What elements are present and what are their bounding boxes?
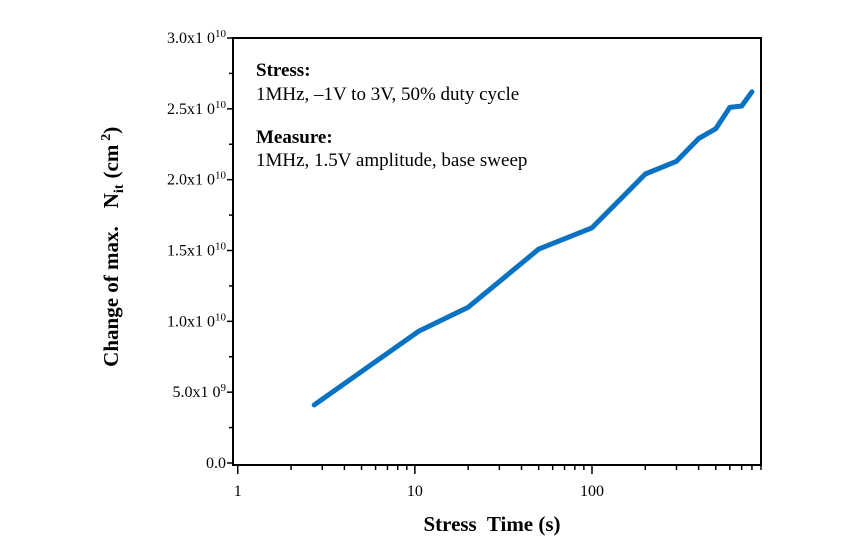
y-tick-label: 2.5x1 010 xyxy=(167,99,227,118)
annotation-measure-text: 1MHz, 1.5V amplitude, base sweep xyxy=(256,150,527,171)
y-tick-label: 1.0x1 010 xyxy=(167,311,227,330)
y-axis-label-symbol: N xyxy=(99,193,123,208)
y-tick-mantissa: 5.0x1 0 xyxy=(173,384,221,401)
y-tick-label: 3.0x1 010 xyxy=(167,28,227,47)
y-axis-label-prefix: Change of max. xyxy=(99,226,123,367)
y-tick-exponent: 9 xyxy=(221,382,227,394)
y-tick-exponent: 10 xyxy=(215,311,227,323)
annotation-measure-title: Measure: xyxy=(256,127,333,148)
y-tick-label: 2.0x1 010 xyxy=(167,170,227,189)
annotation-stress-text: 1MHz, –1V to 3V, 50% duty cycle xyxy=(256,84,519,105)
y-tick-label: 1.5x1 010 xyxy=(167,241,227,260)
y-axis-label-unit-close: ) xyxy=(99,127,123,134)
y-tick-exponent: 10 xyxy=(215,170,227,182)
plot-frame xyxy=(232,37,762,466)
x-tick-label: 100 xyxy=(580,483,604,500)
series xyxy=(311,89,755,408)
y-tick-mantissa: 2.0x1 0 xyxy=(167,172,215,189)
svg-text:Change of max.Nit(cm2): Change of max. Nit (cm 2) xyxy=(99,100,127,403)
y-tick-mantissa: 0.0 xyxy=(206,455,226,472)
y-tick-mantissa: 2.5x1 0 xyxy=(167,101,215,118)
axes xyxy=(232,37,762,466)
y-axis-label-unit-sup: 2 xyxy=(99,134,114,141)
y-tick-exponent: 10 xyxy=(215,99,227,111)
y-tick-mantissa: 1.0x1 0 xyxy=(167,313,215,330)
series-line xyxy=(311,89,755,408)
y-tick-mantissa: 3.0x1 0 xyxy=(167,30,215,47)
y-tick-mantissa: 1.5x1 0 xyxy=(167,243,215,260)
y-tick-label: 5.0x1 09 xyxy=(173,382,227,401)
y-tick-label: 0.0 xyxy=(206,455,226,472)
x-axis-label: Stress Time (s) xyxy=(423,512,560,536)
y-tick-exponent: 10 xyxy=(215,241,227,253)
y-tick-exponent: 10 xyxy=(215,28,227,40)
annotation-stress-title: Stress: xyxy=(256,60,311,81)
y-axis-label-unit-open: (cm xyxy=(99,144,123,178)
x-tick-label: 10 xyxy=(407,483,423,500)
x-tick-label: 1 xyxy=(234,483,242,500)
y-axis-label-subscript: it xyxy=(112,184,127,193)
y-axis-label: Change of max. Nit (cm 2) xyxy=(99,100,127,403)
